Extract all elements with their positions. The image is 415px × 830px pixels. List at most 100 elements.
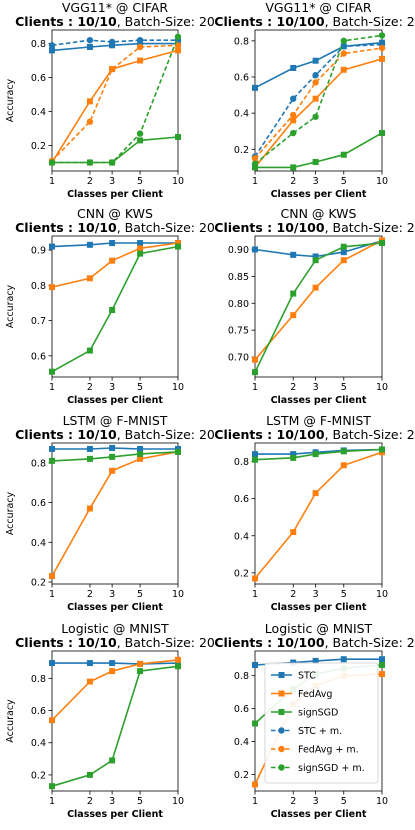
- data-point: [137, 40, 144, 47]
- data-point: [109, 453, 116, 460]
- data-point: [379, 239, 385, 246]
- series-signsgd: [49, 243, 181, 375]
- y-tick-label: 0.6: [234, 494, 249, 505]
- series-line: [254, 34, 383, 165]
- subtitle-clients: Clients : 10/10: [15, 220, 117, 235]
- subtitle-batch: , Batch-Size: 20: [325, 635, 415, 650]
- panel-title: LSTM @ F-MNIST: [63, 413, 168, 428]
- data-point: [312, 657, 319, 664]
- data-point: [137, 445, 144, 452]
- data-point: [379, 662, 385, 668]
- legend-item: FedAvg: [271, 689, 332, 700]
- data-point: [86, 678, 93, 685]
- data-point: [136, 43, 144, 51]
- panel-title: VGG11* @ CIFAR: [62, 0, 169, 15]
- data-point: [379, 446, 385, 453]
- panel-title: VGG11* @ CIFAR: [265, 0, 372, 15]
- panel-subtitle: Clients : 10/10, Batch-Size: 20: [15, 14, 215, 29]
- plot-frame: [254, 235, 383, 378]
- series-line: [51, 39, 178, 47]
- data-point: [86, 275, 93, 282]
- data-point: [252, 369, 258, 376]
- data-point: [136, 36, 144, 44]
- data-point: [379, 55, 385, 62]
- x-axis-label: Classes per Client: [271, 809, 367, 820]
- x-axis-label: Classes per Client: [67, 602, 163, 613]
- y-axis-label: Accuracy: [5, 284, 16, 328]
- data-point: [109, 257, 116, 264]
- subtitle-batch: , Batch-Size: 20: [325, 14, 415, 29]
- data-point: [379, 130, 385, 137]
- y-tick-label: 0.8: [31, 281, 46, 292]
- data-point: [175, 448, 181, 455]
- subtitle-batch: , Batch-Size: 20: [117, 14, 215, 29]
- subtitle-clients: Clients : 10/10: [15, 14, 117, 29]
- data-point: [340, 257, 347, 264]
- data-point: [49, 660, 55, 667]
- legend-label: signSGD: [298, 708, 338, 719]
- data-point: [340, 462, 347, 469]
- data-point: [175, 663, 181, 670]
- y-tick-label: 0.6: [234, 704, 249, 715]
- y-tick-label: 0.4: [31, 107, 46, 118]
- data-point: [137, 137, 144, 144]
- series-signsgd: [252, 446, 385, 463]
- data-point: [252, 246, 258, 253]
- data-point: [379, 671, 385, 678]
- legend-box: [264, 662, 379, 784]
- x-tick-label: 3: [313, 382, 319, 393]
- data-point: [109, 307, 116, 314]
- x-tick-label: 5: [341, 382, 347, 393]
- data-point: [340, 37, 347, 45]
- plot-frame: [254, 29, 383, 172]
- legend-label: FedAvg + m.: [298, 745, 359, 756]
- legend: STC FedAvg signSGD STC + m. FedAvg + m. signS…: [264, 662, 379, 784]
- y-tick-label: 0.8: [234, 36, 249, 47]
- data-point: [290, 251, 297, 258]
- subtitle-batch: , Batch-Size: 20: [117, 635, 215, 650]
- y-tick-label: 0.2: [234, 770, 249, 781]
- series-signsgd: [49, 134, 181, 166]
- legend-marker: [278, 727, 285, 734]
- subtitle-batch: , Batch-Size: 20: [117, 427, 215, 442]
- y-tick-label: 0.70: [228, 353, 249, 364]
- data-point: [108, 38, 116, 46]
- x-tick-label: 3: [313, 176, 319, 187]
- legend-marker: [278, 745, 285, 753]
- data-point: [48, 42, 56, 49]
- data-point: [49, 717, 55, 724]
- x-tick-label: 3: [109, 176, 115, 187]
- data-point: [108, 65, 116, 73]
- legend-label: signSGD + m.: [298, 763, 365, 774]
- data-point: [252, 451, 258, 458]
- data-point: [290, 312, 297, 319]
- legend-item: signSGD + m.: [271, 763, 365, 774]
- panel-title: CNN @ KWS: [77, 206, 153, 221]
- data-point: [137, 240, 144, 247]
- y-tick-label: 0.8: [234, 671, 249, 682]
- data-point: [252, 575, 258, 582]
- data-point: [86, 505, 93, 512]
- series-stc-m: [48, 36, 182, 49]
- panel-subtitle: Clients : 10/100, Batch-Size: 20: [214, 635, 415, 650]
- data-point: [137, 668, 144, 675]
- subtitle-batch: , Batch-Size: 20: [117, 220, 215, 235]
- data-point: [86, 445, 93, 452]
- data-point: [137, 245, 144, 252]
- y-tick-label: 0.2: [234, 145, 249, 156]
- legend-item: signSGD: [271, 708, 338, 719]
- y-tick-label: 0.85: [228, 272, 249, 283]
- data-point: [49, 368, 55, 375]
- data-point: [108, 159, 116, 166]
- data-point: [252, 781, 258, 788]
- data-point: [137, 660, 144, 667]
- series-stc: [49, 444, 181, 452]
- data-point: [175, 243, 181, 250]
- data-point: [290, 290, 297, 297]
- y-tick-label: 0.6: [31, 73, 46, 84]
- data-point: [312, 95, 319, 102]
- panel-subtitle: Clients : 10/100, Batch-Size: 20: [214, 14, 415, 29]
- y-tick-label: 0.6: [31, 498, 46, 509]
- x-tick-label: 1: [49, 589, 55, 600]
